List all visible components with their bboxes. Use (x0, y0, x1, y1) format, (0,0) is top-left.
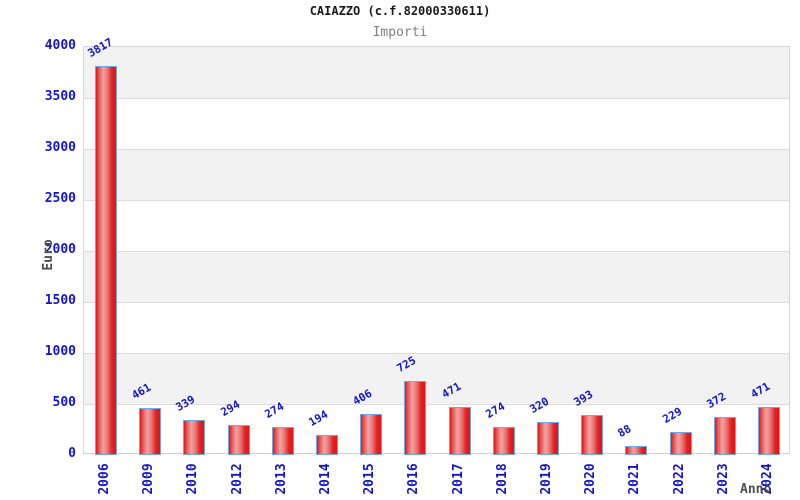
plot-area: 3817 461 339 294 274 194 406 725 471 274 320 393 88 2… (83, 35, 790, 455)
y-tick-label: 1000 (44, 344, 76, 359)
y-axis-title: Euro (41, 239, 56, 271)
y-tick-label: 0 (68, 446, 76, 461)
gridline (84, 149, 789, 150)
bar-2019 (536, 422, 559, 455)
gridline (84, 251, 789, 252)
x-tick-label-2019: 2019 (538, 463, 554, 495)
y-tick-label: 2500 (44, 191, 76, 206)
y-tick-label: 500 (52, 395, 76, 410)
bar-2023 (713, 417, 736, 455)
plot-band (84, 149, 789, 200)
y-tick-label: 4000 (44, 38, 76, 53)
bar-2022 (669, 431, 692, 455)
x-tick-label-2009: 2009 (141, 463, 157, 495)
bar-2015 (360, 413, 383, 455)
gridline (84, 98, 789, 99)
bar-2018 (492, 427, 515, 455)
x-tick-label-2013: 2013 (273, 463, 289, 495)
bar-2020 (581, 414, 604, 455)
plot-band (84, 98, 789, 149)
x-axis-title: Anno (740, 482, 772, 497)
bar-2014 (316, 435, 339, 455)
bar-2006 (95, 65, 118, 455)
x-tick-label-2014: 2014 (318, 463, 334, 495)
y-tick-label: 2000 (44, 242, 76, 257)
x-tick-label-2020: 2020 (583, 463, 599, 495)
bar-2016 (404, 381, 427, 455)
gridline (84, 404, 789, 405)
bar-2010 (183, 420, 206, 455)
gridline (84, 353, 789, 354)
y-tick-label: 3500 (44, 89, 76, 104)
x-tick-label-2006: 2006 (97, 463, 113, 495)
plot-band (84, 47, 789, 98)
chart-title: CAIAZZO (c.f.82000330611) (309, 4, 491, 18)
bar-2009 (139, 407, 162, 455)
x-tick-label-2021: 2021 (627, 463, 643, 495)
bar-2021 (625, 446, 648, 455)
x-tick-label-2010: 2010 (185, 463, 201, 495)
bar-2012 (227, 425, 250, 455)
x-tick-label-2015: 2015 (362, 463, 378, 495)
bar-2024 (757, 406, 780, 455)
x-tick-label-2012: 2012 (229, 463, 245, 495)
gridline (84, 200, 789, 201)
plot-band (84, 353, 789, 404)
x-tick-label-2017: 2017 (450, 463, 466, 495)
x-tick-label-2016: 2016 (406, 463, 422, 495)
x-tick-label-2022: 2022 (671, 463, 687, 495)
gridline (84, 302, 789, 303)
chart-subtitle: Importi (372, 25, 428, 40)
bar-2013 (271, 427, 294, 455)
x-tick-label-2018: 2018 (494, 463, 510, 495)
bar-2017 (448, 406, 471, 455)
plot-band (84, 200, 789, 251)
y-tick-label: 3000 (44, 140, 76, 155)
y-tick-label: 1500 (44, 293, 76, 308)
x-tick-label-2023: 2023 (715, 463, 731, 495)
plot-band (84, 302, 789, 353)
plot-band (84, 251, 789, 302)
